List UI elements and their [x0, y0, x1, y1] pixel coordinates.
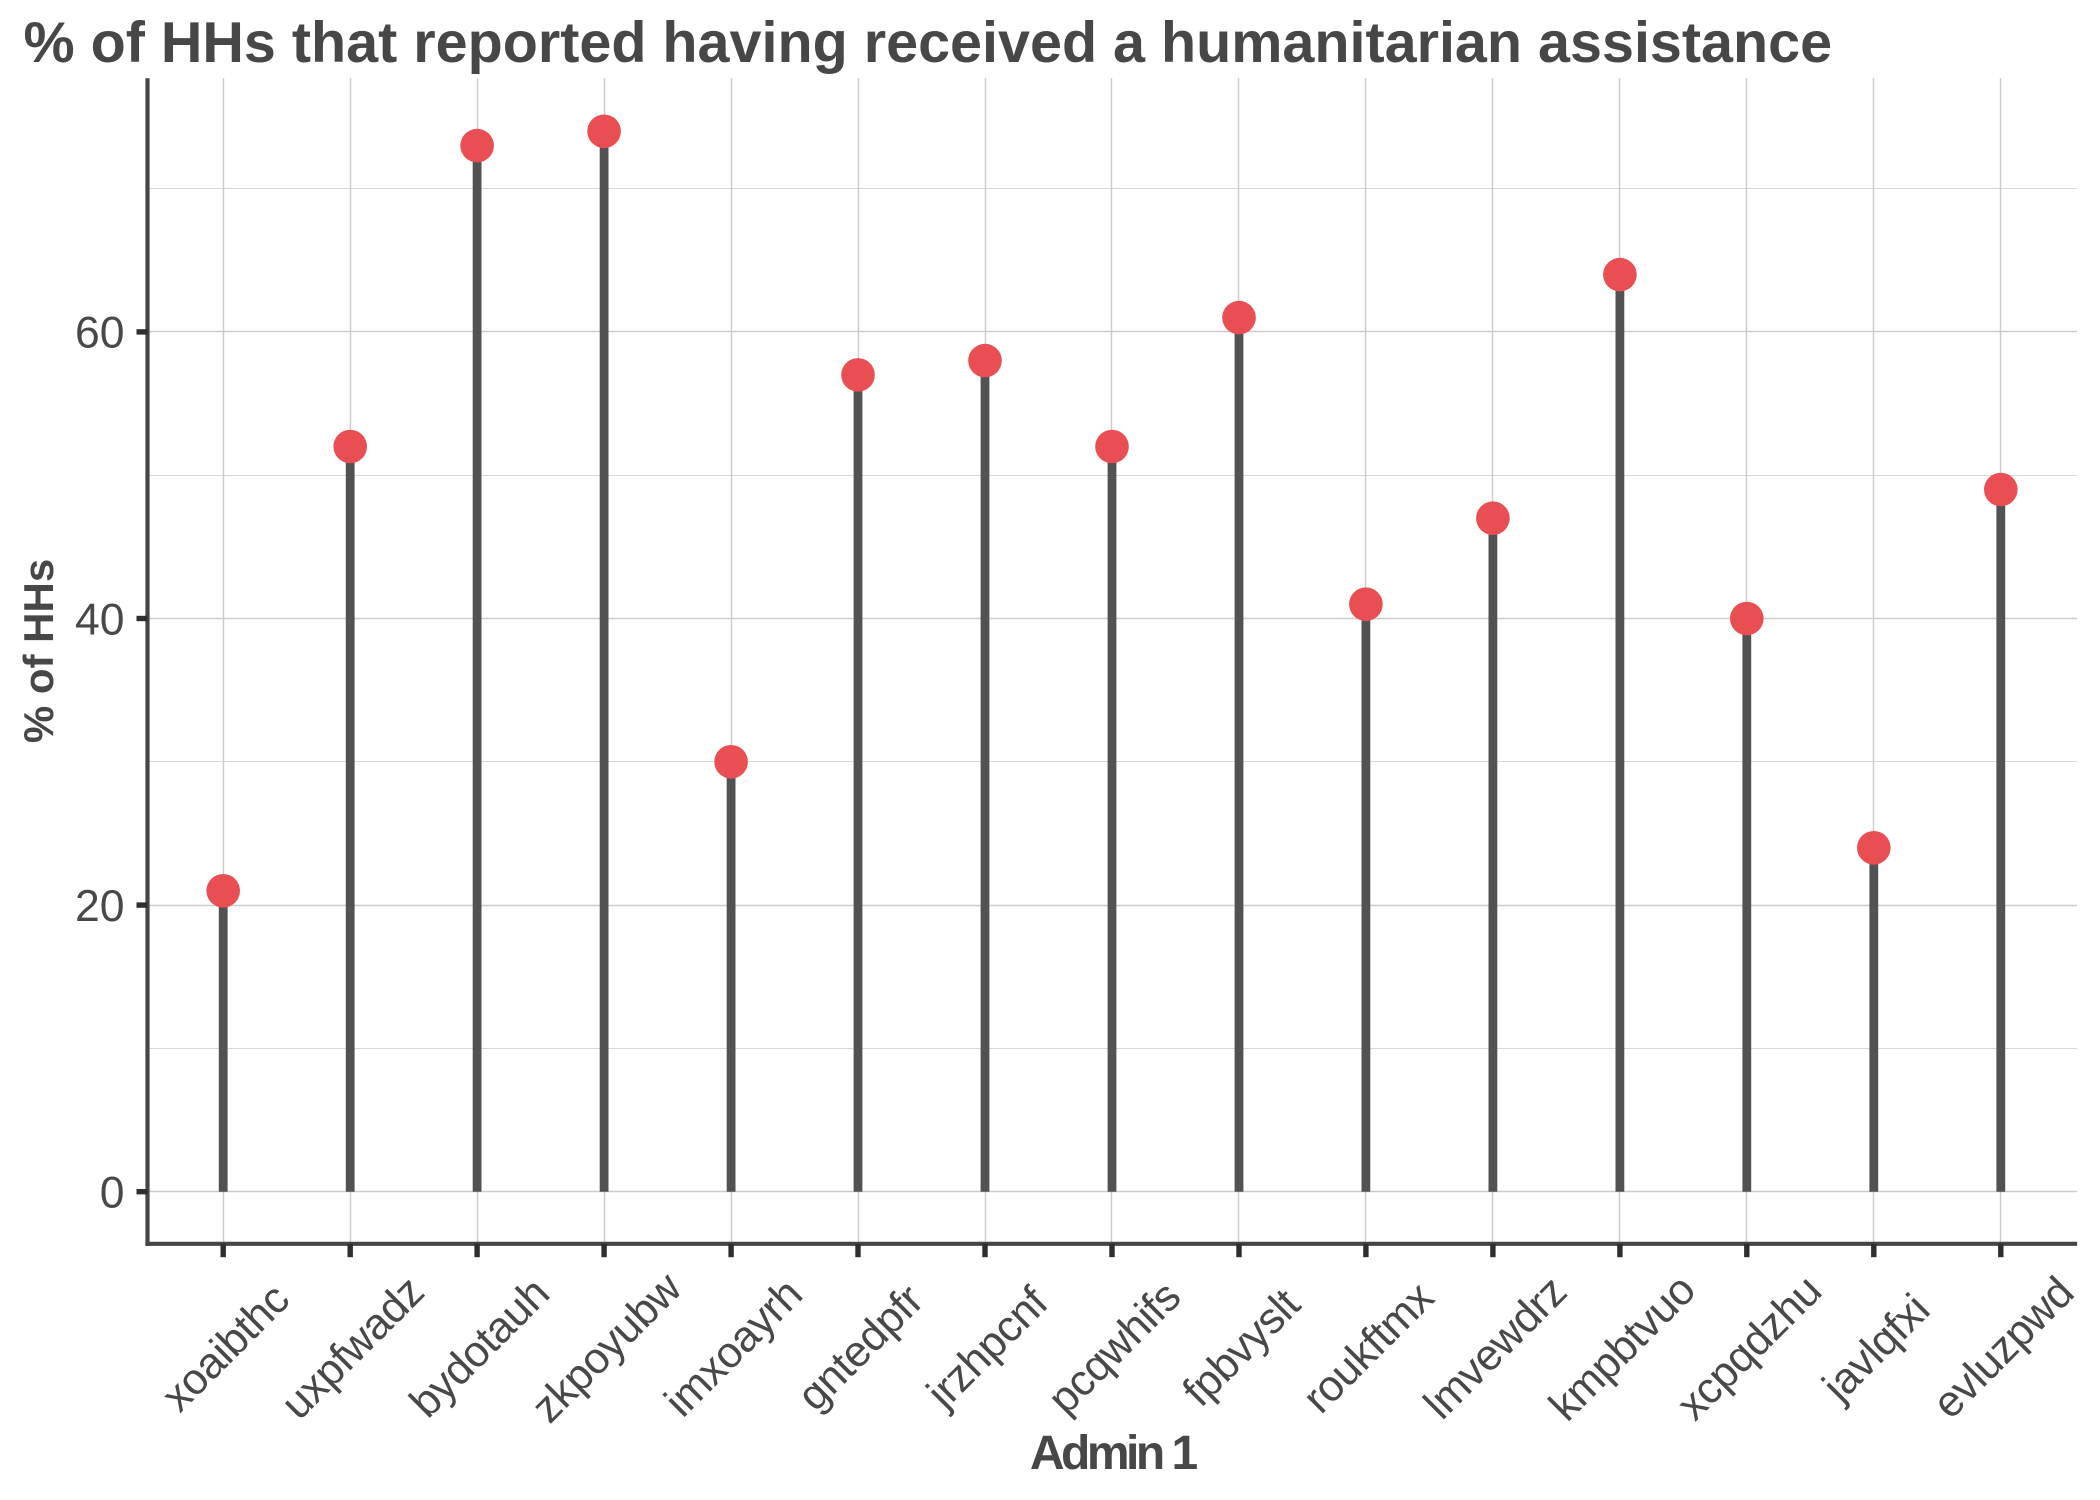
svg-text:0: 0: [100, 1169, 125, 1218]
svg-text:40: 40: [75, 595, 125, 644]
svg-text:% of HHs: % of HHs: [15, 559, 62, 743]
svg-text:% of HHs that reported having: % of HHs that reported having received a…: [24, 11, 1833, 75]
svg-text:Admin 1: Admin 1: [1030, 1427, 1198, 1480]
svg-text:20: 20: [75, 882, 125, 931]
svg-text:60: 60: [75, 309, 125, 358]
